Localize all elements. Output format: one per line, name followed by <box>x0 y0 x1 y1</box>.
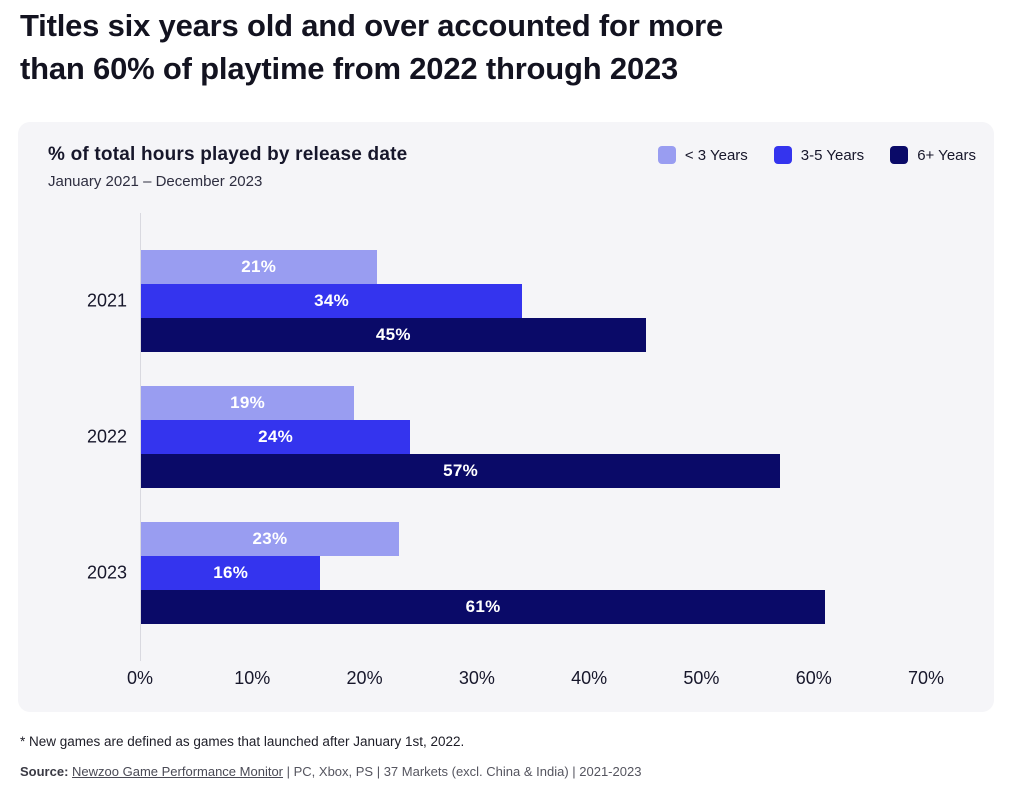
legend-item-3-years: < 3 Years <box>657 146 748 164</box>
x-tick-0: 0% <box>126 668 154 688</box>
plot-area: 2021 21% 34% 45% 2022 19% 24% 57% 2023 23% 16% 61% <box>87 213 926 661</box>
bar-value-label: 57% <box>443 461 479 480</box>
source-label: Source: <box>20 764 69 779</box>
legend-item-3-5-years: 3-5 Years <box>773 146 865 164</box>
year-label-2022: 2022 <box>86 426 127 447</box>
legend-swatch-icon <box>890 146 909 164</box>
year-label-2021: 2021 <box>86 290 127 311</box>
bar-value-label: 45% <box>375 325 411 344</box>
legend-item-6-years: 6+ Years <box>890 146 976 164</box>
chart-card: % of total hours played by release date … <box>18 122 994 712</box>
year-label-2023: 2023 <box>86 562 127 583</box>
bar-2023-6-years: 61% <box>141 590 826 624</box>
bar-2021-6-years: 45% <box>141 318 646 352</box>
chart-title: % of total hours played by release date <box>48 144 408 165</box>
x-tick-10: 10% <box>234 668 271 688</box>
x-tick-20: 20% <box>346 668 383 688</box>
source-rest: | PC, Xbox, PS | 37 Markets (excl. China… <box>283 764 642 779</box>
bar-2022-6-years: 57% <box>141 454 781 488</box>
bar-value-label: 61% <box>465 597 501 616</box>
legend: < 3 Years 3-5 Years 6+ Years <box>657 146 976 164</box>
x-tick-40: 40% <box>571 668 608 688</box>
chart-subtitle: January 2021 – December 2023 <box>48 173 263 190</box>
source-line: Source: Newzoo Game Performance Monitor … <box>20 764 641 779</box>
bar-group-2021: 2021 21% 34% 45% <box>87 250 926 352</box>
page-title-line-1: Titles six years old and over accounted … <box>20 8 724 43</box>
legend-label: < 3 Years <box>684 146 748 164</box>
bar-value-label: 19% <box>230 393 265 412</box>
page-title: Titles six years old and over accounted … <box>20 4 723 90</box>
chart-heading-block: % of total hours played by release date … <box>48 144 407 190</box>
bar-2023-3-years: 23% <box>141 522 399 556</box>
bar-group-2022: 2022 19% 24% 57% <box>87 386 926 488</box>
bar-value-label: 23% <box>252 529 288 548</box>
legend-label: 6+ Years <box>917 146 976 164</box>
bar-2022-3-5-years: 24% <box>141 420 411 454</box>
bar-2021-3-5-years: 34% <box>141 284 523 318</box>
legend-label: 3-5 Years <box>800 146 865 164</box>
bar-2021-3-years: 21% <box>141 250 377 284</box>
bar-group-2023: 2023 23% 16% 61% <box>87 522 926 624</box>
chart-card-header: % of total hours played by release date … <box>18 122 994 190</box>
bar-value-label: 24% <box>258 427 294 446</box>
chart: 2021 21% 34% 45% 2022 19% 24% 57% 2023 23% 16% 61% <box>87 213 926 661</box>
x-axis: 0% 10% 20% 30% 40% 50% 60% 70% <box>127 668 944 692</box>
bar-value-label: 16% <box>213 563 249 582</box>
x-tick-60: 60% <box>795 668 832 688</box>
page-title-line-2: than 60% of playtime from 2022 through 2… <box>20 51 679 86</box>
x-tick-30: 30% <box>458 668 495 688</box>
bar-2023-3-5-years: 16% <box>141 556 321 590</box>
x-tick-70: 70% <box>907 668 945 688</box>
x-tick-50: 50% <box>683 668 720 688</box>
bar-2022-3-years: 19% <box>141 386 355 420</box>
footnote: * New games are defined as games that la… <box>20 734 465 749</box>
legend-swatch-icon <box>657 146 676 164</box>
legend-swatch-icon <box>773 146 792 164</box>
bar-value-label: 34% <box>314 291 350 310</box>
source-link[interactable]: Newzoo Game Performance Monitor <box>72 764 284 779</box>
bar-value-label: 21% <box>241 257 277 276</box>
